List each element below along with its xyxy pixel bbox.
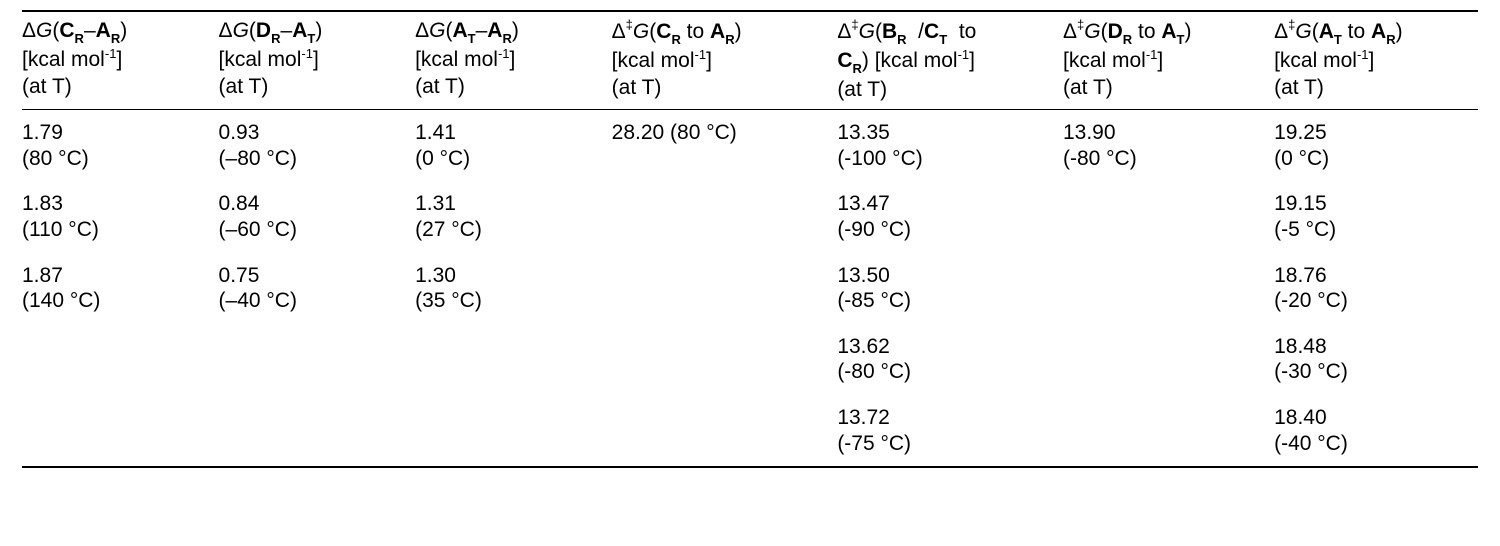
table-cell: 1.31 (27 °C) [415, 181, 612, 252]
cell-value: 1.31 (27 °C) [415, 192, 482, 241]
table-cell: 1.79 (80 °C) [22, 110, 219, 182]
column-header-6: Δ‡G(DR to AT)[kcal mol-1](at T) [1063, 11, 1274, 110]
table-cell [1063, 181, 1274, 252]
table-cell [612, 395, 838, 467]
table-cell: 13.50 (-85 °C) [837, 253, 1063, 324]
cell-value: 13.35 (-100 °C) [837, 121, 922, 170]
cell-value: 1.41 (0 °C) [415, 121, 470, 170]
table-cell [612, 253, 838, 324]
column-header-3: ΔG(AT–AR)[kcal mol-1](at T) [415, 11, 612, 110]
cell-value: 0.84 (–60 °C) [219, 192, 297, 241]
cell-value: 13.62 (-80 °C) [837, 335, 911, 384]
table-cell: 1.83 (110 °C) [22, 181, 219, 252]
cell-value: 0.93 (–80 °C) [219, 121, 297, 170]
column-header-7: Δ‡G(AT to AR)[kcal mol-1](at T) [1274, 11, 1478, 110]
cell-value: 13.72 (-75 °C) [837, 406, 911, 455]
table-cell: 13.47 (-90 °C) [837, 181, 1063, 252]
table-cell: 19.15 (-5 °C) [1274, 181, 1478, 252]
table-cell: 1.30 (35 °C) [415, 253, 612, 324]
cell-value: 1.30 (35 °C) [415, 264, 482, 313]
table-cell [1063, 253, 1274, 324]
column-header-4: Δ‡G(CR to AR)[kcal mol-1](at T) [612, 11, 838, 110]
table-cell [219, 395, 416, 467]
cell-value: 13.50 (-85 °C) [837, 264, 911, 313]
table-cell: 1.87 (140 °C) [22, 253, 219, 324]
table-cell [415, 395, 612, 467]
table-cell: 13.35 (-100 °C) [837, 110, 1063, 182]
cell-value: 18.76 (-20 °C) [1274, 264, 1348, 313]
column-header-1: ΔG(CR–AR)[kcal mol-1](at T) [22, 11, 219, 110]
cell-value: 19.15 (-5 °C) [1274, 192, 1336, 241]
table-row: 1.79 (80 °C) 0.93 (–80 °C) 1.41 (0 °C) 28.2… [22, 110, 1478, 182]
cell-value: 1.83 (110 °C) [22, 192, 99, 241]
table-cell: 13.90 (-80 °C) [1063, 110, 1274, 182]
cell-value: 1.87 (140 °C) [22, 264, 100, 313]
cell-value: 18.48 (-30 °C) [1274, 335, 1348, 384]
table-cell [22, 395, 219, 467]
cell-value: 1.79 (80 °C) [22, 121, 89, 170]
table-row: 1.83 (110 °C) 0.84 (–60 °C) 1.31 (27 °C) 13… [22, 181, 1478, 252]
table-cell: 28.20 (80 °C) [612, 110, 838, 182]
cell-value: 0.75 (–40 °C) [219, 264, 297, 313]
table-cell [1063, 395, 1274, 467]
table-cell [1063, 324, 1274, 395]
table-cell: 0.84 (–60 °C) [219, 181, 416, 252]
table-cell: 0.75 (–40 °C) [219, 253, 416, 324]
table-cell: 19.25 (0 °C) [1274, 110, 1478, 182]
table-row: 1.87 (140 °C) 0.75 (–40 °C) 1.30 (35 °C) 13… [22, 253, 1478, 324]
cell-value: 28.20 (80 °C) [612, 121, 737, 144]
thermo-table: ΔG(CR–AR)[kcal mol-1](at T)ΔG(DR–AT)[kca… [22, 10, 1478, 468]
cell-value: 18.40 (-40 °C) [1274, 406, 1348, 455]
cell-value: 13.47 (-90 °C) [837, 192, 911, 241]
table-cell: 18.48 (-30 °C) [1274, 324, 1478, 395]
table-header-row: ΔG(CR–AR)[kcal mol-1](at T)ΔG(DR–AT)[kca… [22, 11, 1478, 110]
table-cell: 18.76 (-20 °C) [1274, 253, 1478, 324]
cell-value: 13.90 (-80 °C) [1063, 121, 1137, 170]
table-cell: 13.62 (-80 °C) [837, 324, 1063, 395]
table-cell [22, 324, 219, 395]
table-cell: 18.40 (-40 °C) [1274, 395, 1478, 467]
table-cell [612, 324, 838, 395]
cell-value: 19.25 (0 °C) [1274, 121, 1329, 170]
column-header-2: ΔG(DR–AT)[kcal mol-1](at T) [219, 11, 416, 110]
table-row: 13.72 (-75 °C) 18.40 (-40 °C) [22, 395, 1478, 467]
table-cell [219, 324, 416, 395]
table-body: 1.79 (80 °C) 0.93 (–80 °C) 1.41 (0 °C) 28.2… [22, 110, 1478, 468]
table-cell: 1.41 (0 °C) [415, 110, 612, 182]
table-cell [415, 324, 612, 395]
table-cell: 13.72 (-75 °C) [837, 395, 1063, 467]
table-cell [612, 181, 838, 252]
table-row: 13.62 (-80 °C) 18.48 (-30 °C) [22, 324, 1478, 395]
table-cell: 0.93 (–80 °C) [219, 110, 416, 182]
column-header-5: Δ‡G(BR /CT toCR) [kcal mol-1](at T) [837, 11, 1063, 110]
